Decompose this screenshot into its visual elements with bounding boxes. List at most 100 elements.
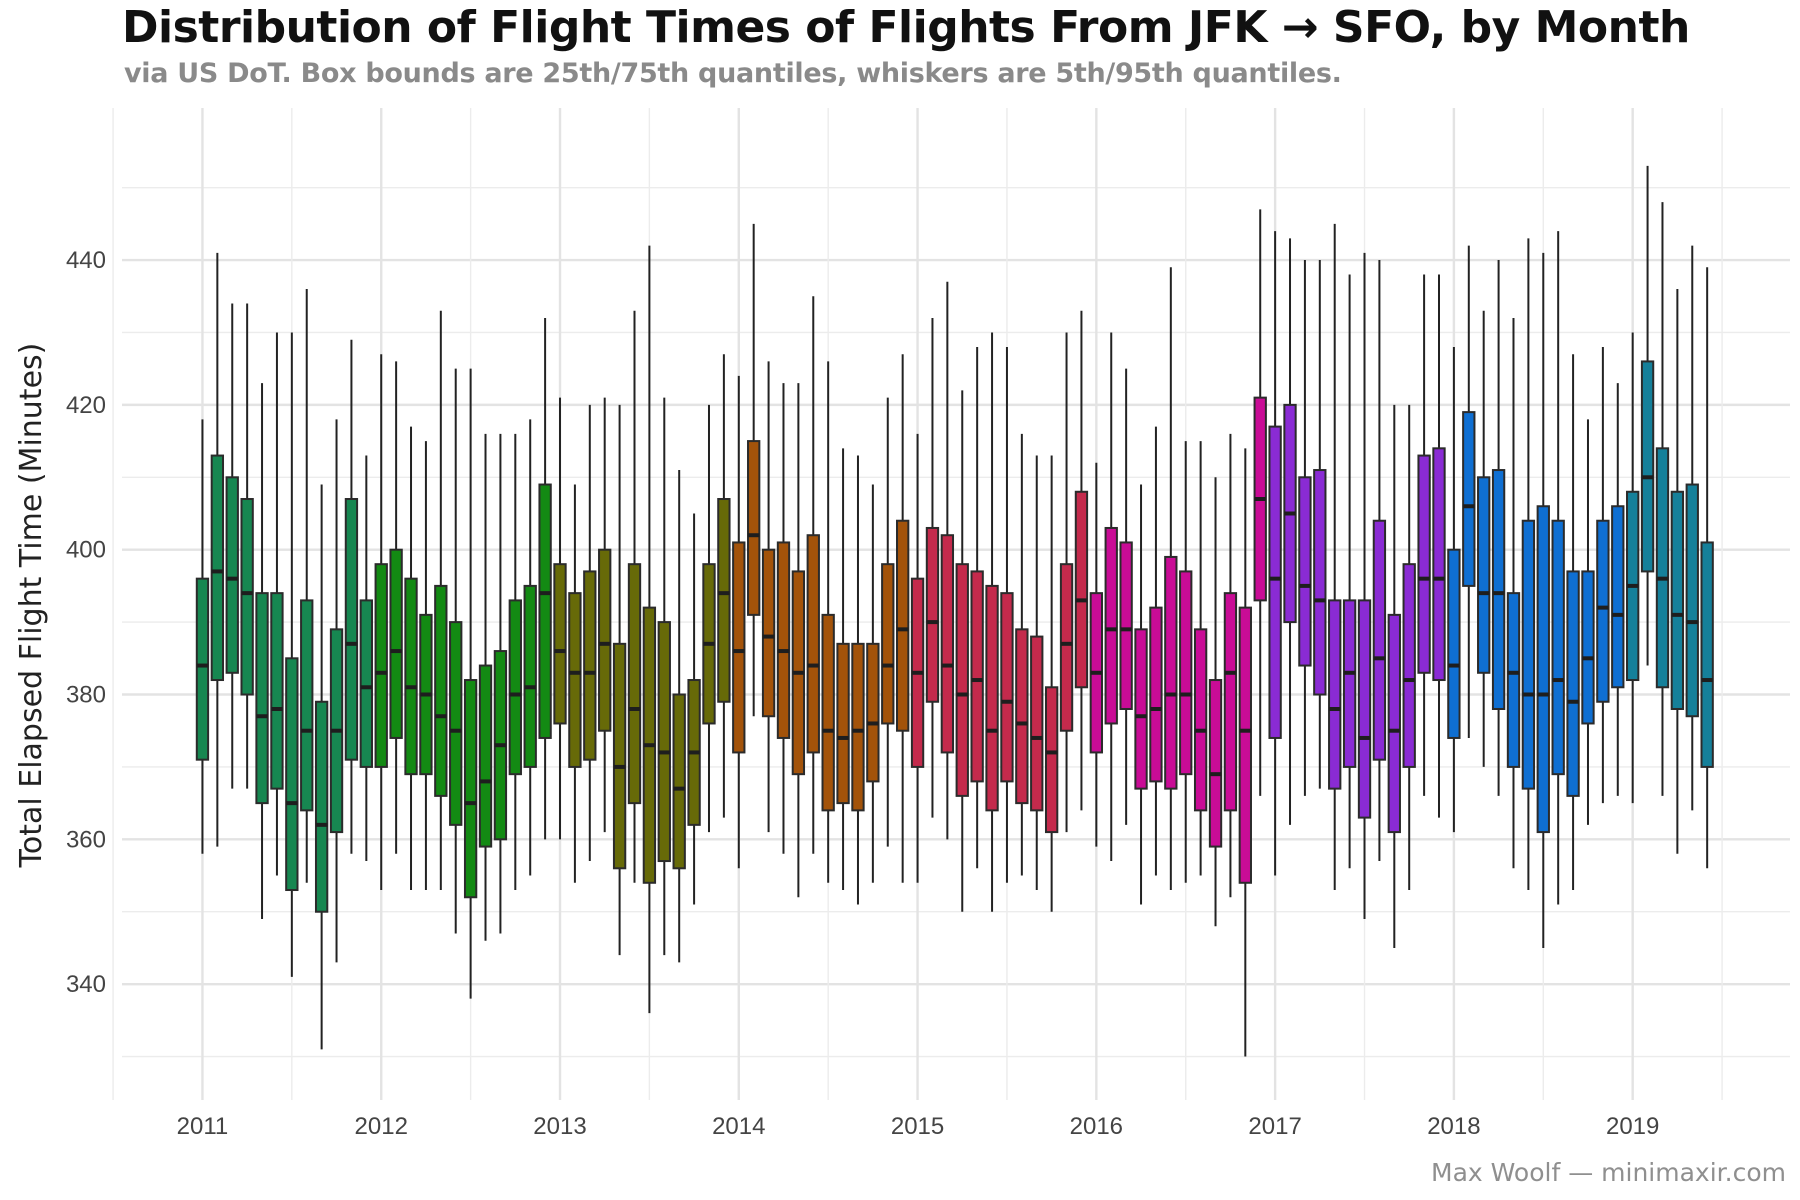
box-iqr <box>940 534 955 754</box>
axes: Total Elapsed Flight Time (Minutes) 340 3… <box>14 247 1659 1140</box>
x-tick-label: 2013 <box>533 1113 586 1140</box>
box-iqr <box>717 498 731 703</box>
box-iqr <box>776 541 791 739</box>
box-iqr <box>761 548 776 718</box>
box-iqr <box>1477 476 1491 674</box>
box-iqr <box>344 498 359 761</box>
box-iqr <box>881 563 895 725</box>
y-tick-label: 400 <box>66 537 106 564</box>
box-iqr <box>195 577 210 761</box>
box-iqr <box>1193 628 1208 812</box>
box-iqr <box>836 642 850 805</box>
box-iqr <box>1491 469 1506 710</box>
box-iqr <box>1134 628 1148 790</box>
box-iqr <box>1044 686 1059 834</box>
box-iqr <box>747 440 761 616</box>
box-iqr <box>270 592 284 790</box>
chart-caption: Max Woolf — minimaxir.com <box>1431 1158 1786 1187</box>
box-iqr <box>1328 599 1342 790</box>
box-iqr <box>1700 541 1714 768</box>
box-iqr <box>925 526 940 703</box>
box-iqr <box>583 570 597 761</box>
box-iqr <box>1566 570 1580 797</box>
box-iqr <box>1417 454 1431 674</box>
box-iqr <box>508 599 522 776</box>
box-iqr <box>314 700 329 913</box>
box-iqr <box>359 599 373 768</box>
box-iqr <box>1387 613 1401 834</box>
box-iqr <box>1432 447 1446 682</box>
box-iqr <box>210 454 225 682</box>
box-iqr <box>1372 519 1387 761</box>
y-axis-label: Total Elapsed Flight Time (Minutes) <box>14 343 49 869</box>
x-tick-label: 2018 <box>1427 1113 1480 1140</box>
chart-title: Distribution of Flight Times of Flights … <box>122 2 1690 53</box>
x-tick-label: 2012 <box>355 1113 408 1140</box>
box-iqr <box>1074 490 1089 689</box>
box-iqr <box>612 642 627 870</box>
box-iqr <box>627 563 642 805</box>
box-iqr <box>1000 592 1014 783</box>
box-iqr <box>1268 425 1282 739</box>
box-iqr <box>1238 606 1252 884</box>
box-iqr <box>1447 548 1461 739</box>
chart-subtitle: via US DoT. Box bounds are 25th/75th qua… <box>124 58 1342 89</box>
box-iqr <box>404 577 418 776</box>
box-iqr <box>240 498 254 696</box>
box-iqr <box>374 563 388 768</box>
box-iqr <box>225 476 239 674</box>
boxes <box>195 165 1714 1057</box>
box-iqr <box>806 534 820 754</box>
box-iqr <box>657 621 671 863</box>
y-tick-label: 360 <box>66 826 106 853</box>
y-tick-label: 380 <box>66 682 106 709</box>
x-tick-label: 2011 <box>177 1113 229 1140</box>
box-iqr <box>1402 563 1416 768</box>
box-iqr <box>1506 592 1521 768</box>
box-iqr <box>1119 541 1133 710</box>
box-iqr <box>478 664 493 848</box>
box-iqr <box>1685 483 1699 718</box>
box-iqr <box>985 584 999 812</box>
box-iqr <box>1164 555 1178 790</box>
box-iqr <box>1611 505 1625 689</box>
box-iqr <box>463 679 478 899</box>
box-iqr <box>389 548 403 739</box>
box-iqr <box>896 519 910 732</box>
box-iqr <box>300 599 314 812</box>
box-iqr <box>598 548 612 732</box>
y-tick-label: 340 <box>66 971 106 998</box>
box-iqr <box>1059 563 1074 732</box>
box-iqr <box>1149 606 1163 783</box>
y-tick-label: 440 <box>66 247 106 274</box>
boxplot-chart: Total Elapsed Flight Time (Minutes) 340 3… <box>14 108 1790 1140</box>
box-iqr <box>1179 570 1193 776</box>
box-iqr <box>955 563 969 797</box>
box-iqr <box>1462 411 1476 587</box>
x-tick-label: 2019 <box>1606 1113 1659 1140</box>
box-iqr <box>1551 519 1565 776</box>
y-tick-label: 420 <box>66 392 106 419</box>
box-iqr <box>851 642 865 812</box>
box-iqr <box>1640 360 1655 573</box>
box-iqr <box>1030 635 1044 812</box>
box-iqr <box>523 584 537 768</box>
box-iqr <box>1342 599 1357 768</box>
box-iqr <box>1521 519 1536 790</box>
box-iqr <box>1223 592 1238 812</box>
box-iqr <box>970 570 984 783</box>
box-iqr <box>568 592 582 768</box>
box-iqr <box>821 613 835 812</box>
box-iqr <box>1670 490 1685 710</box>
x-tick-label: 2014 <box>712 1113 765 1140</box>
box-iqr <box>1655 447 1670 689</box>
box-iqr <box>1357 599 1372 819</box>
box-iqr <box>1298 476 1312 667</box>
box-iqr <box>538 483 552 739</box>
box-iqr <box>1581 570 1595 725</box>
x-tick-label: 2015 <box>891 1113 944 1140</box>
box-iqr <box>1536 505 1550 834</box>
box-iqr <box>1208 679 1223 848</box>
box-iqr <box>732 541 746 754</box>
box-iqr <box>553 563 567 725</box>
